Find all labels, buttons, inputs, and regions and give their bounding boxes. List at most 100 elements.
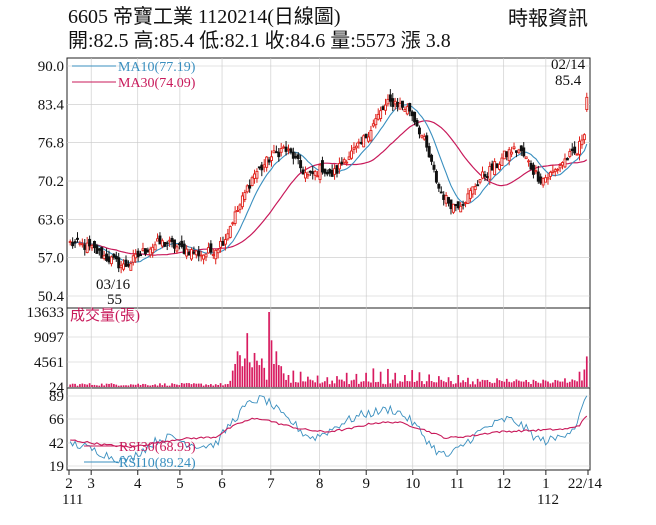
volume-bar (413, 382, 416, 387)
volume-bar (224, 384, 227, 387)
candle-body (527, 160, 531, 163)
volume-bar (399, 381, 401, 387)
candle-body (257, 166, 261, 169)
volume-bar (161, 385, 164, 387)
candle-body (398, 102, 402, 110)
candle-body (447, 197, 451, 204)
candle-body (444, 195, 448, 204)
candle-body (582, 134, 586, 141)
volume-bar (207, 385, 210, 387)
candle-body (214, 249, 218, 260)
volume-bar (294, 382, 297, 387)
candle-body (245, 185, 249, 193)
candle-body (573, 146, 577, 154)
volume-bar (539, 383, 542, 387)
candle-body (311, 171, 315, 175)
volume-bar (180, 383, 183, 387)
volume-bar (471, 381, 474, 387)
candle-body (473, 186, 477, 191)
x-tick-label: 2 (65, 476, 73, 492)
volume-bar (498, 380, 501, 387)
candle-body (119, 264, 123, 268)
volume-bar (239, 355, 241, 387)
candle-body (570, 148, 574, 152)
volume-bar (450, 381, 452, 387)
candle-body (226, 233, 230, 240)
volume-bar (578, 371, 581, 387)
volume-bar (297, 382, 300, 387)
volume-bar (248, 362, 251, 387)
candle-body (180, 240, 184, 248)
candle-body (124, 259, 128, 267)
volume-bar (452, 384, 455, 387)
volume-bar (176, 384, 178, 387)
volume-y-tick: 9097 (34, 330, 65, 346)
candle-body (299, 160, 303, 169)
candle-body (68, 241, 72, 243)
candle-body (219, 240, 223, 248)
volume-bar (287, 375, 290, 387)
volume-bar (544, 380, 547, 387)
candle-body (413, 111, 417, 123)
volume-bar (515, 379, 518, 387)
price-y-tick: 70.2 (38, 174, 64, 190)
candle-body (209, 243, 213, 253)
candle-body (187, 251, 191, 256)
candle-body (422, 136, 426, 140)
volume-bar (229, 380, 232, 387)
candle-body (175, 246, 179, 252)
volume-bar (163, 383, 166, 387)
volume-bar (445, 382, 447, 387)
candle-body (112, 253, 116, 258)
volume-bar (178, 385, 181, 387)
candle-body (340, 161, 344, 165)
candle-body (85, 242, 89, 253)
candle-body (185, 248, 189, 257)
volume-bar (321, 382, 324, 387)
candle-body (204, 253, 208, 258)
volume-bar (311, 380, 314, 387)
candle-body (282, 146, 286, 149)
candle-body (236, 209, 240, 212)
volume-bar (428, 374, 430, 387)
candle-body (323, 168, 327, 174)
price-y-tick: 57.0 (38, 251, 64, 267)
volume-bar (86, 384, 89, 387)
volume-bar (530, 383, 532, 387)
volume-bar (307, 376, 309, 387)
volume-bar (522, 381, 525, 387)
rsi-lines (69, 395, 588, 464)
volume-bar (258, 365, 261, 387)
volume-bar (108, 383, 110, 387)
candle-body (568, 151, 572, 157)
volume-bar (100, 383, 103, 387)
candle-body (561, 162, 565, 166)
volume-bar (345, 372, 348, 387)
volume-bar (91, 384, 93, 387)
candle-body (238, 204, 242, 210)
volume-bar (416, 380, 418, 387)
candle-body (442, 194, 446, 200)
volume-bar (166, 385, 169, 387)
volume-bar (568, 381, 571, 387)
candle-body (320, 160, 324, 173)
volume-bar (581, 380, 583, 387)
volume-bar (525, 379, 528, 387)
volume-bar (411, 370, 414, 387)
candle-body (354, 145, 358, 149)
high-value-label: 85.4 (555, 73, 582, 89)
volume-bar (501, 381, 503, 387)
x-tick-label: 8 (316, 476, 324, 492)
x-tick-label: 12 (496, 476, 511, 492)
candle-body (357, 141, 361, 144)
candle-body (367, 136, 370, 142)
rsi-panel-frame (66, 387, 591, 471)
candle-body (253, 173, 256, 179)
candle-body (71, 242, 75, 247)
candle-body (401, 100, 404, 108)
volume-bar (542, 379, 544, 387)
volume-bar (435, 382, 438, 387)
candle-body (374, 118, 378, 126)
candle-body (228, 226, 232, 238)
volume-bar (481, 379, 484, 387)
